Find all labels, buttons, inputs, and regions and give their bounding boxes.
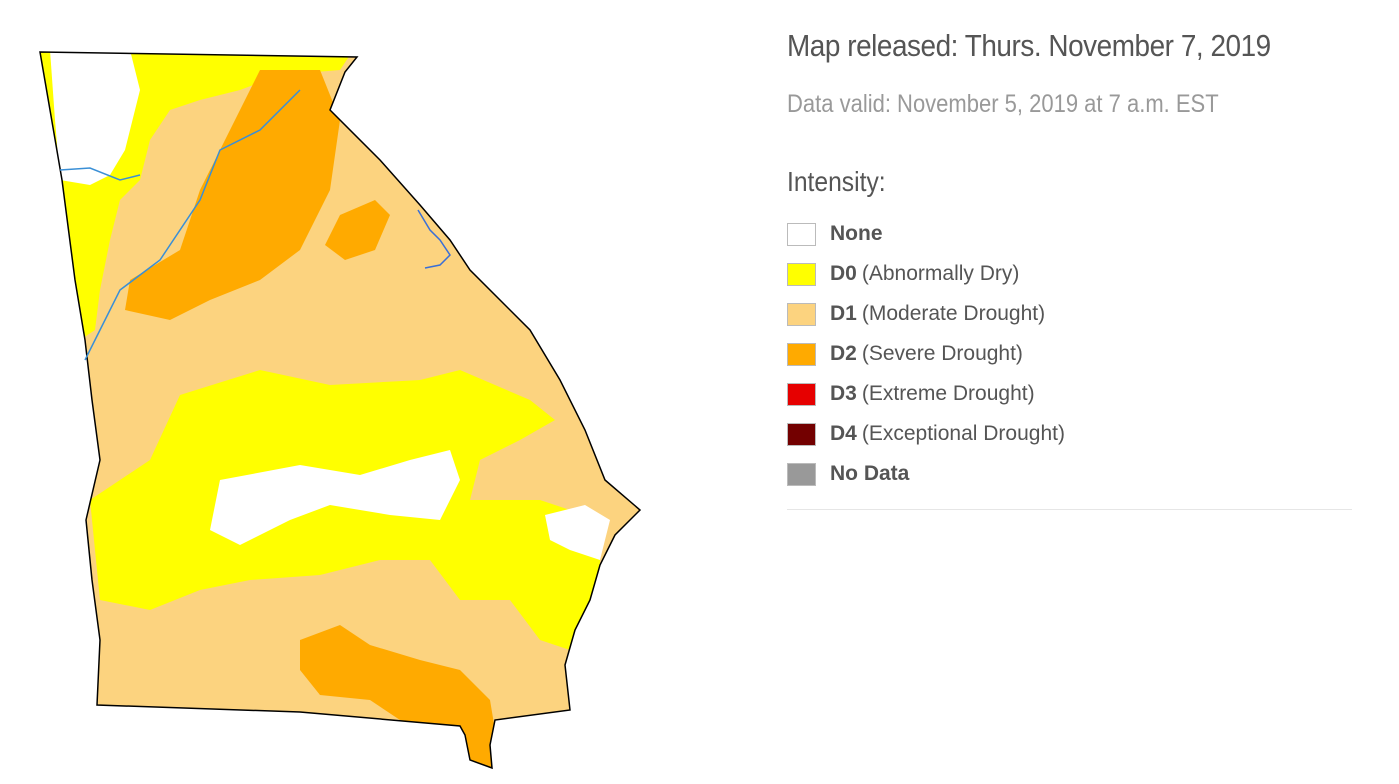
legend-code: D0: [830, 262, 857, 285]
legend-code: D4: [830, 422, 857, 445]
legend-code: D1: [830, 302, 857, 325]
legend: None D0 (Abnormally Dry) D1 (Moderate Drough…: [787, 214, 1065, 494]
legend-desc: (Exceptional Drought): [861, 422, 1065, 445]
legend-item: D0 (Abnormally Dry): [787, 254, 1065, 294]
legend-desc: (Abnormally Dry): [861, 262, 1020, 285]
state-outline: [39, 51, 642, 770]
legend-code: D3: [830, 382, 857, 405]
legend-desc: (Moderate Drought): [861, 302, 1046, 325]
legend-item: D3 (Extreme Drought): [787, 374, 1065, 414]
legend-swatch: [787, 462, 816, 486]
legend-code: No Data: [830, 462, 910, 485]
legend-item: D1 (Moderate Drought): [787, 294, 1065, 334]
legend-code: None: [830, 222, 883, 245]
legend-swatch: [787, 302, 816, 326]
legend-swatch: [787, 382, 816, 406]
drought-map: [39, 51, 642, 770]
legend-swatch: [787, 262, 816, 286]
river: [84, 89, 301, 361]
legend-desc: (Severe Drought): [861, 342, 1023, 365]
river: [59, 167, 141, 181]
legend-item: No Data: [787, 454, 1065, 494]
legend-item: None: [787, 214, 1065, 254]
map-fill: [40, 52, 640, 768]
river: [417, 209, 451, 269]
legend-swatch: [787, 422, 816, 446]
legend-desc: (Extreme Drought): [861, 382, 1035, 405]
legend-item: D2 (Severe Drought): [787, 334, 1065, 374]
legend-swatch: [787, 342, 816, 366]
separator: [787, 509, 1352, 510]
legend-item: D4 (Exceptional Drought): [787, 414, 1065, 454]
legend-code: D2: [830, 342, 857, 365]
map-released: Map released: Thurs. November 7, 2019: [787, 28, 1271, 63]
legend-swatch: [787, 222, 816, 246]
data-valid: Data valid: November 5, 2019 at 7 a.m. E…: [787, 90, 1219, 118]
legend-title: Intensity:: [787, 166, 886, 197]
